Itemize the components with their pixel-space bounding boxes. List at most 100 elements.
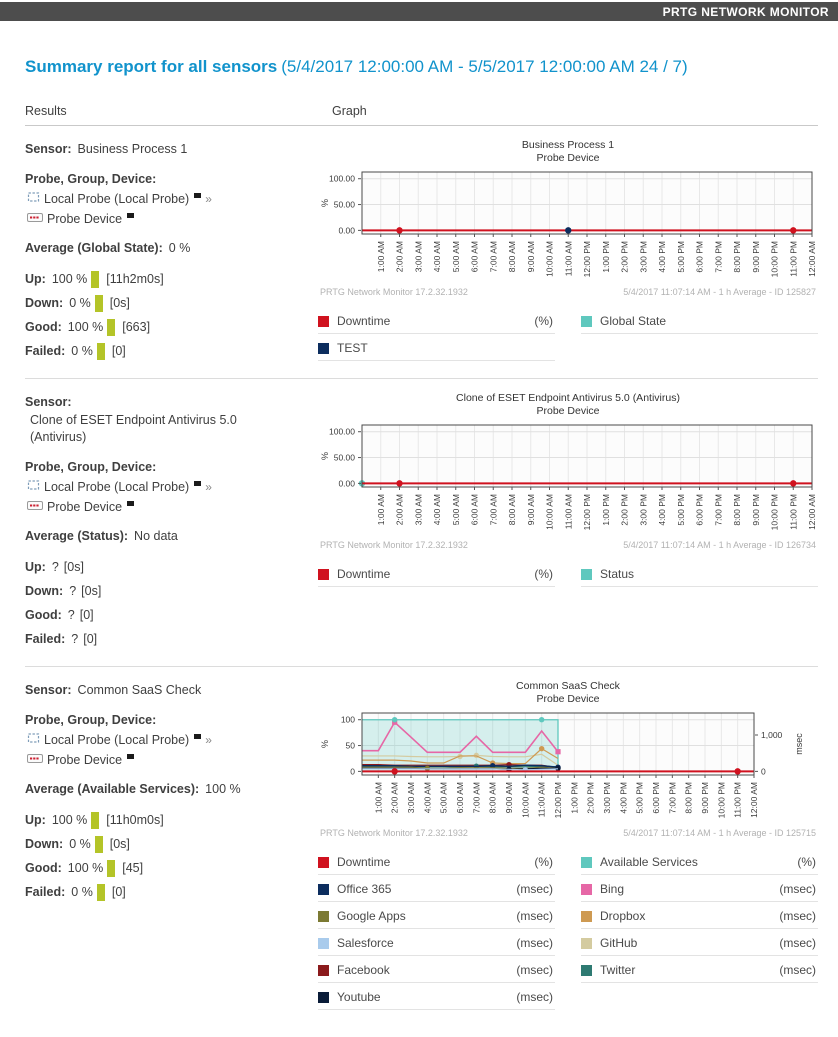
stat-value: 100 % — [51, 271, 88, 286]
stat-label: Down: — [25, 836, 64, 851]
stat-bar — [96, 342, 105, 360]
stat-bar — [107, 859, 116, 877]
svg-text:2:00 PM: 2:00 PM — [620, 241, 630, 273]
probe-link[interactable]: Local Probe (Local Probe) » — [27, 479, 318, 496]
legend-item-google-apps: Google Apps (msec) — [318, 902, 555, 929]
more-link[interactable]: » — [205, 192, 212, 206]
device-name: Probe Device — [47, 212, 123, 226]
graph-title-device: Probe Device — [536, 405, 600, 417]
legend-item-global-state: Global State — [581, 307, 818, 334]
sensor-graph: Business Process 1 Probe Device 100.00 50.0… — [318, 139, 818, 363]
svg-text:4:00 PM: 4:00 PM — [657, 494, 667, 526]
svg-text:6:00 PM: 6:00 PM — [651, 782, 661, 814]
chart-canvas: 100.00 50.00 0.00% 1:00 AM 2:00 AM 3:00 AM 4:0… — [320, 171, 817, 277]
probe-name: Local Probe (Local Probe) — [44, 192, 190, 206]
svg-text:6:00 AM: 6:00 AM — [455, 782, 465, 813]
legend-label: Facebook — [337, 963, 390, 977]
sensor-graph: Common SaaS Check Probe Device 100 50 0% 1,00… — [318, 680, 818, 1010]
stat-value: 0 % — [69, 836, 91, 851]
legend-color-swatch — [318, 937, 329, 949]
stat-failed: Failed: 0 % [0] — [25, 339, 318, 363]
probe-link[interactable]: Local Probe (Local Probe) » — [27, 732, 318, 749]
legend-color-swatch — [581, 883, 592, 895]
stat-good: Good: 100 % [45] — [25, 856, 318, 880]
stat-value: ? — [51, 559, 59, 574]
svg-text:8:00 PM: 8:00 PM — [684, 782, 694, 814]
svg-text:11:00 AM: 11:00 AM — [537, 782, 547, 817]
svg-text:10:00 PM: 10:00 PM — [770, 241, 780, 277]
stat-value: ? — [67, 607, 75, 622]
svg-text:1:00 PM: 1:00 PM — [601, 494, 611, 526]
probe-group-device-label: Probe, Group, Device: — [25, 713, 157, 727]
stat-bar — [107, 318, 116, 336]
more-link[interactable]: » — [205, 480, 212, 494]
graph-legend: Downtime (%) Status — [318, 560, 818, 587]
probe-icon — [27, 479, 40, 496]
report-date-range: (5/4/2017 12:00:00 AM - 5/5/2017 12:00:0… — [281, 57, 688, 76]
legend-color-swatch — [318, 964, 329, 976]
stat-note: [0s] — [81, 583, 102, 598]
device-link[interactable]: Probe Device — [27, 211, 318, 228]
svg-text:11:00 PM: 11:00 PM — [788, 494, 798, 530]
legend-label: Bing — [600, 882, 625, 896]
legend-item-youtube: Youtube (msec) — [318, 983, 555, 1010]
flag-icon — [127, 500, 135, 506]
more-link[interactable]: » — [205, 733, 212, 747]
legend-label: Office 365 — [337, 882, 392, 896]
probe-icon — [27, 732, 40, 749]
graph-footer: PRTG Network Monitor 17.2.32.1932 5/4/201… — [318, 828, 818, 838]
stat-note: [0s] — [109, 836, 130, 851]
svg-text:10:00 PM: 10:00 PM — [770, 494, 780, 530]
svg-text:6:00 PM: 6:00 PM — [695, 494, 705, 526]
legend-item-downtime: Downtime (%) — [318, 560, 555, 587]
device-link[interactable]: Probe Device — [27, 752, 318, 769]
probe-link[interactable]: Local Probe (Local Probe) » — [27, 191, 318, 208]
graph-meta-text: 5/4/2017 11:07:14 AM - 1 h Average - ID … — [623, 287, 816, 297]
graph-meta-text: 5/4/2017 11:07:14 AM - 1 h Average - ID … — [623, 540, 816, 550]
sensor-report-row: Sensor: Clone of ESET Endpoint Antivirus … — [25, 379, 818, 667]
stat-failed: Failed: 0 % [0] — [25, 880, 318, 904]
legend-item-test: TEST — [318, 334, 555, 361]
legend-color-swatch — [318, 342, 329, 354]
graph-version-text: PRTG Network Monitor 17.2.32.1932 — [320, 287, 468, 297]
graph-title-device: Probe Device — [536, 693, 600, 705]
legend-label: Available Services — [600, 855, 698, 869]
svg-text:50.00: 50.00 — [334, 453, 356, 463]
svg-text:50.00: 50.00 — [334, 200, 356, 210]
svg-text:2:00 PM: 2:00 PM — [620, 494, 630, 526]
graph-version-text: PRTG Network Monitor 17.2.32.1932 — [320, 828, 468, 838]
report-page: Summary report for all sensors (5/4/2017 … — [0, 57, 838, 1037]
sensor-results: Sensor: Common SaaS Check Probe, Group, De… — [25, 680, 318, 1010]
graph-title-sensor: Business Process 1 — [521, 139, 615, 151]
stat-note: [0] — [83, 631, 98, 646]
svg-text:5:00 PM: 5:00 PM — [676, 494, 686, 526]
legend-color-swatch — [581, 937, 592, 949]
stat-label: Failed: — [25, 884, 66, 899]
stat-label: Up: — [25, 812, 46, 827]
device-link[interactable]: Probe Device — [27, 499, 318, 516]
graph-title-device: Probe Device — [536, 152, 600, 164]
legend-unit: (msec) — [779, 909, 816, 923]
legend-unit: (msec) — [516, 936, 553, 950]
average-value: No data — [134, 529, 178, 543]
stat-note: [0] — [111, 884, 126, 899]
legend-item-available-services: Available Services (%) — [581, 848, 818, 875]
average-label: Average (Global State): — [25, 241, 163, 255]
stat-down: Down: 0 % [0s] — [25, 291, 318, 315]
svg-text:2:00 AM: 2:00 AM — [395, 241, 405, 272]
sensor-name: Common SaaS Check — [77, 683, 202, 697]
stat-value: 0 % — [71, 884, 93, 899]
legend-item-salesforce: Salesforce (msec) — [318, 929, 555, 956]
svg-text:8:00 AM: 8:00 AM — [507, 494, 517, 525]
stat-note: [0s] — [109, 295, 130, 310]
sensor-results: Sensor: Clone of ESET Endpoint Antivirus … — [25, 392, 318, 651]
table-header: Results Graph — [25, 104, 818, 126]
legend-item-office-365: Office 365 (msec) — [318, 875, 555, 902]
stat-value: 100 % — [67, 860, 104, 875]
legend-color-swatch — [581, 910, 592, 922]
sensor-label: Sensor: — [25, 395, 72, 409]
legend-label: Twitter — [600, 963, 636, 977]
svg-text:msec: msec — [794, 733, 804, 755]
device-icon — [27, 752, 43, 769]
svg-text:0.00: 0.00 — [338, 225, 355, 235]
